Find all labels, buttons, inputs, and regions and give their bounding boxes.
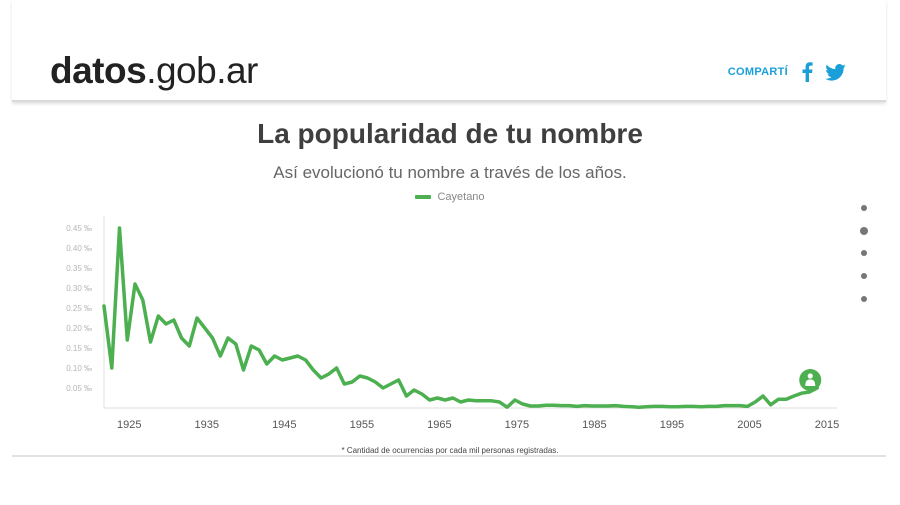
- x-tick-label: 1965: [427, 419, 451, 431]
- x-tick-label: 1975: [505, 419, 529, 431]
- nav-dot[interactable]: [861, 205, 867, 211]
- facebook-icon[interactable]: [802, 62, 813, 82]
- y-tick-label: 0.05 ‰: [66, 384, 92, 393]
- legend-label[interactable]: Cayetano: [437, 191, 485, 203]
- y-tick-label: 0.20 ‰: [66, 324, 92, 333]
- share-bar: COMPARTÍ: [728, 62, 846, 82]
- nav-dot[interactable]: [861, 295, 867, 302]
- series-line-cayetano: [102, 226, 819, 409]
- nav-dot[interactable]: [861, 250, 867, 257]
- chart-footnote: * Cantidad de ocurrencias por cada mil p…: [341, 446, 559, 455]
- x-tick-label: 1955: [350, 419, 374, 431]
- x-tick-label: 1925: [117, 419, 141, 431]
- x-tick-label: 1985: [582, 419, 606, 431]
- x-tick-label: 1945: [272, 419, 296, 431]
- baby-head: [807, 373, 813, 379]
- logo-domain-text: .gob.ar: [146, 50, 258, 91]
- y-tick-label: 0.10 ‰: [66, 364, 92, 373]
- y-tick-label: 0.35 ‰: [66, 264, 92, 273]
- baby-body: [805, 379, 816, 386]
- page-title: La popularidad de tu nombre: [257, 118, 643, 149]
- x-tick-label: 2005: [737, 419, 761, 431]
- page-subtitle: Así evolucionó tu nombre a través de los…: [273, 163, 627, 182]
- site-header: datos.gob.ar COMPARTÍ: [12, 0, 886, 102]
- nav-dot[interactable]: [861, 273, 867, 280]
- y-tick-label: 0.30 ‰: [66, 284, 92, 293]
- y-tick-label: 0.25 ‰: [66, 304, 92, 313]
- nav-dot[interactable]: [860, 226, 868, 235]
- x-tick-label: 1995: [660, 419, 684, 431]
- site-logo[interactable]: datos.gob.ar: [50, 52, 258, 89]
- baby-icon[interactable]: [799, 369, 822, 391]
- bottom-divider: [12, 455, 886, 457]
- y-tick-label: 0.15 ‰: [66, 344, 92, 353]
- twitter-icon[interactable]: [825, 63, 846, 81]
- chart-legend: Cayetano: [0, 191, 900, 203]
- legend-swatch: [415, 195, 432, 199]
- logo-bold-text: datos: [50, 50, 147, 91]
- x-tick-label: 1935: [195, 419, 219, 431]
- share-label: COMPARTÍ: [727, 66, 788, 78]
- x-tick-label: 2015: [815, 419, 839, 431]
- y-tick-label: 0.45 ‰: [66, 224, 92, 233]
- y-tick-label: 0.40 ‰: [66, 244, 92, 253]
